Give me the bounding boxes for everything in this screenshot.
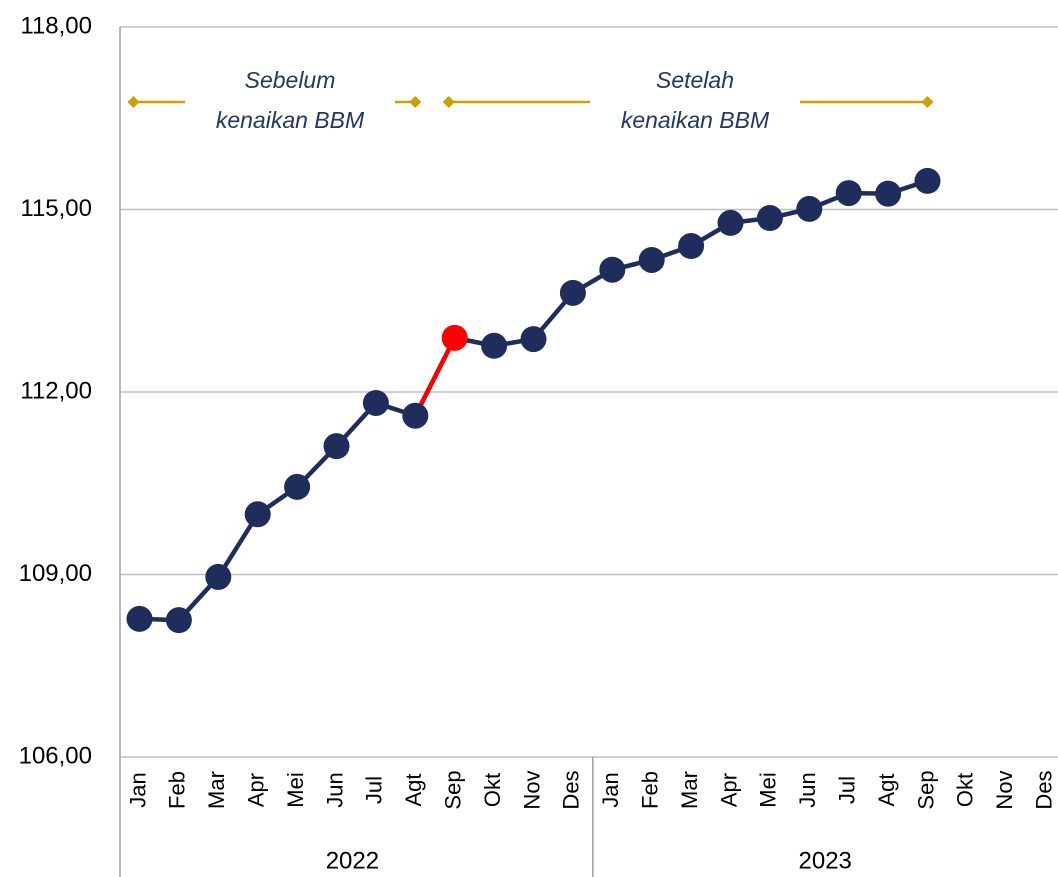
data-point (362, 389, 389, 416)
x-tick-label: Feb (638, 771, 663, 809)
x-tick-label: Sep (441, 770, 466, 809)
x-tick-label: Jun (322, 772, 347, 807)
data-point (835, 180, 862, 207)
x-tick-label: Des (559, 770, 584, 809)
data-point (244, 501, 271, 528)
x-tick-label: Jan (598, 772, 623, 807)
data-point (717, 209, 744, 236)
data-point (678, 233, 705, 259)
y-tick-label: 115,00 (20, 195, 92, 222)
data-point (323, 433, 350, 460)
data-point (914, 167, 941, 194)
data-point (875, 180, 902, 207)
x-tick-label: Mei (283, 772, 308, 807)
x-tick-label: Jan (125, 772, 150, 807)
x-tick-label: Mar (204, 771, 229, 809)
data-point (402, 402, 429, 429)
year-label: 2022 (326, 847, 379, 874)
x-tick-label: Feb (165, 771, 190, 809)
data-point (638, 246, 665, 273)
annotation-diamond (442, 96, 455, 108)
x-tick-label: Sep (913, 770, 938, 809)
data-point (205, 563, 232, 590)
y-tick-label: 118,00 (20, 12, 92, 39)
x-tick-label: Agt (401, 773, 426, 806)
data-point (796, 195, 823, 222)
data-point (126, 605, 153, 632)
x-tick-label: Okt (480, 773, 505, 807)
annotation-text: kenaikan BBM (216, 107, 365, 133)
data-line (139, 178, 929, 623)
data-point (284, 473, 311, 500)
x-tick-label: Apr (244, 773, 269, 807)
data-point (559, 279, 586, 306)
data-point (520, 326, 547, 353)
x-tick-label: Des (1032, 770, 1057, 809)
y-tick-label: 106,00 (19, 742, 92, 769)
annotation-diamond (921, 96, 934, 108)
data-point (756, 205, 783, 232)
x-tick-label: Apr (716, 773, 741, 807)
data-point (599, 256, 626, 283)
x-tick-label: Mar (677, 771, 702, 809)
annotation-text: kenaikan BBM (621, 107, 770, 133)
x-tick-label: Mei (756, 772, 781, 807)
data-point (481, 332, 508, 359)
x-tick-label: Okt (953, 773, 978, 807)
x-tick-label: Jun (795, 772, 820, 807)
y-tick-label: 109,00 (19, 560, 92, 587)
x-tick-label: Nov (992, 770, 1017, 809)
highlight-segment (413, 336, 457, 417)
x-tick-label: Nov (519, 770, 544, 809)
x-tick-label: Agt (874, 773, 899, 806)
data-point (441, 324, 468, 351)
annotation-diamond (409, 96, 422, 108)
x-tick-label: Jul (835, 776, 860, 804)
annotation-diamond (127, 96, 140, 108)
x-tick-label: Jul (362, 776, 387, 804)
year-label: 2023 (799, 847, 852, 874)
y-tick-label: 112,00 (20, 377, 92, 404)
annotation-text: Sebelum (245, 67, 336, 93)
data-point (165, 607, 192, 634)
annotation-text: Setelah (656, 67, 734, 93)
